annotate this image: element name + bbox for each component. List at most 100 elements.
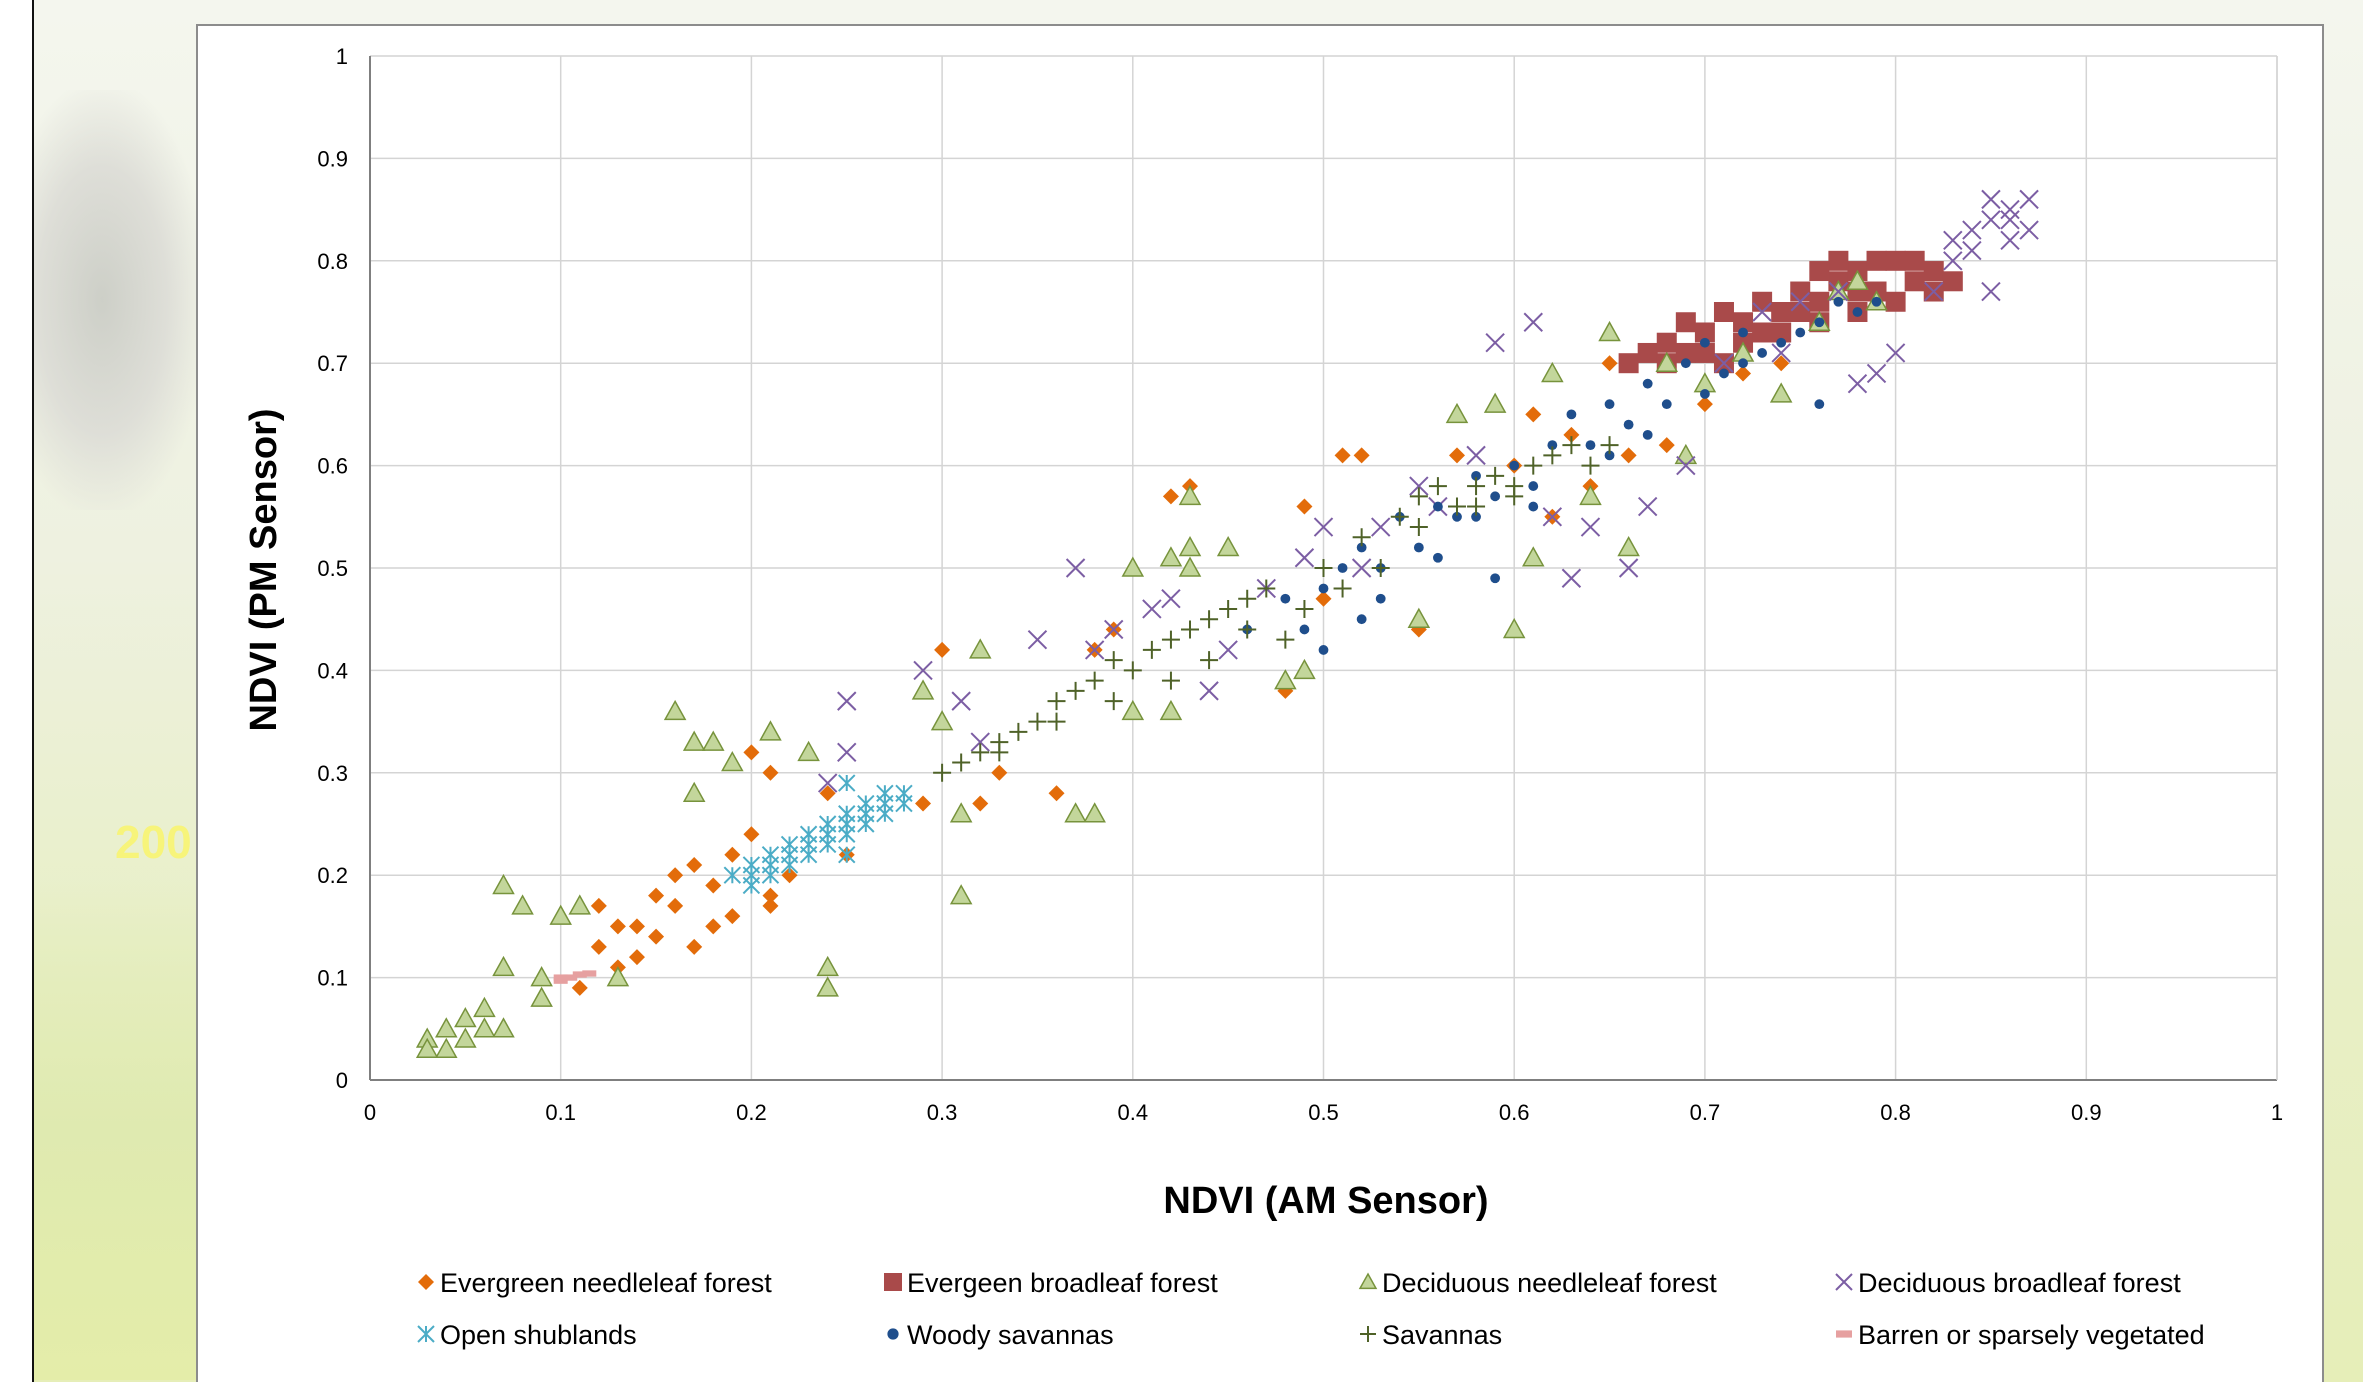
data-point (1486, 466, 1505, 485)
data-point (1604, 399, 1615, 410)
data-point (648, 887, 665, 904)
data-point (1655, 351, 1679, 372)
slide-background-gradient (34, 880, 204, 1380)
data-point (454, 1027, 477, 1048)
data-point (1566, 409, 1577, 420)
data-point (1637, 496, 1658, 517)
data-point (991, 764, 1008, 781)
data-point (781, 867, 798, 884)
data-point (1618, 353, 1639, 374)
data-point (1694, 342, 1715, 363)
data-points (415, 189, 2039, 1059)
data-point (1790, 281, 1811, 302)
data-point (1562, 436, 1581, 455)
legend-marker (417, 1325, 435, 1343)
data-point (2019, 189, 2039, 210)
data-point (1161, 589, 1181, 609)
data-point (1047, 712, 1066, 731)
data-point (454, 1007, 477, 1028)
x-axis-ticks: 0 0.1 0.2 0.3 0.4 0.5 0.6 0.7 0.8 0.9 1 (364, 1100, 2283, 1125)
data-point (1598, 320, 1621, 342)
data-point (1547, 440, 1558, 451)
data-point (1735, 365, 1752, 382)
data-point (915, 795, 932, 812)
data-point (1752, 291, 1773, 312)
data-point (1447, 497, 1466, 516)
data-point (1521, 546, 1545, 567)
data-point (1104, 651, 1123, 670)
data-point (1904, 250, 1925, 271)
data-point (648, 928, 665, 945)
data-point (1028, 712, 1047, 731)
legend-label: Open shublands (440, 1320, 637, 1350)
data-point (1490, 573, 1501, 584)
legend-marker (1836, 1330, 1852, 1338)
y-tick-label: 1 (336, 44, 348, 69)
data-point (816, 976, 839, 997)
data-point (1542, 507, 1563, 527)
data-point (762, 887, 779, 904)
data-point (1561, 568, 1582, 588)
data-point (686, 856, 703, 873)
x-tick-label: 0.2 (736, 1100, 767, 1125)
data-point (1943, 230, 1963, 251)
data-point (1296, 498, 1313, 515)
data-point (1390, 507, 1409, 526)
data-point (799, 835, 818, 854)
data-point (628, 918, 645, 935)
data-point (1541, 361, 1564, 383)
data-point (1467, 477, 1486, 496)
data-point (1904, 271, 1925, 292)
series-1 (1618, 250, 1963, 374)
slide-left-strip (0, 0, 34, 1382)
series-6 (933, 436, 1619, 782)
data-point (1200, 610, 1219, 629)
data-point (1885, 291, 1906, 312)
data-point (1714, 353, 1734, 373)
data-point (1448, 447, 1465, 464)
data-point (1809, 291, 1830, 312)
data-point (1048, 785, 1065, 802)
data-point (1159, 546, 1183, 567)
data-point (2000, 230, 2020, 251)
data-point (1828, 250, 1849, 271)
data-point (415, 1037, 439, 1059)
plot-area-border (369, 56, 2278, 1081)
data-point (1162, 488, 1179, 505)
x-axis-title: NDVI (AM Sensor) (1163, 1180, 1488, 1222)
data-point (686, 938, 703, 955)
data-point (968, 638, 992, 659)
data-point (1466, 445, 1486, 466)
data-point (1700, 389, 1710, 399)
data-point (1637, 342, 1658, 363)
data-point (1433, 552, 1443, 563)
data-point (473, 996, 496, 1018)
data-point (1814, 317, 1825, 328)
data-point (1104, 619, 1124, 640)
data-point (911, 679, 935, 700)
data-point (1694, 322, 1715, 343)
legend-item: Evergreen needleleaf forest (418, 1268, 772, 1298)
data-point (1375, 593, 1386, 604)
data-point (492, 1017, 515, 1038)
data-point (1505, 477, 1524, 496)
data-point (1528, 501, 1539, 512)
y-tick-label: 0.6 (317, 454, 348, 479)
data-point (1579, 484, 1602, 506)
data-point (1752, 322, 1773, 343)
data-point (819, 785, 836, 802)
data-point (952, 753, 971, 772)
data-point (1713, 302, 1734, 322)
data-point (1981, 210, 2001, 230)
data-point (1142, 640, 1161, 659)
x-tick-label: 0.1 (545, 1100, 576, 1125)
data-point (1696, 396, 1713, 413)
data-point (1216, 535, 1240, 557)
data-point (759, 720, 782, 741)
data-point (1642, 429, 1653, 440)
legend-label: Deciduous needleleaf forest (1382, 1268, 1717, 1298)
x-tick-label: 0.3 (927, 1100, 958, 1125)
data-point (1846, 269, 1869, 291)
x-tick-label: 0.6 (1499, 1100, 1530, 1125)
